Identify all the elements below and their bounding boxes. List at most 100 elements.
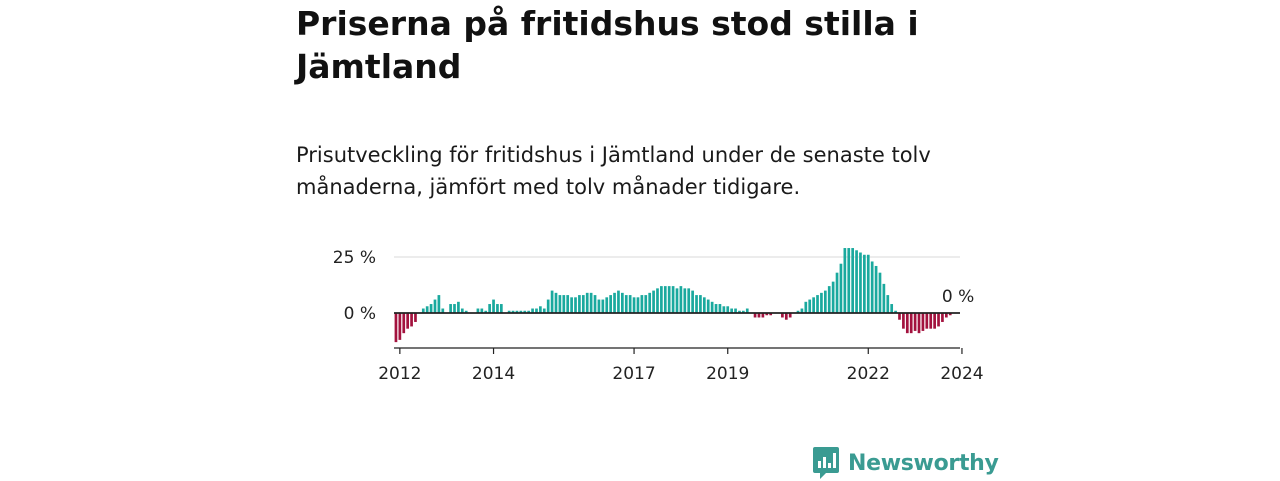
bar [738,310,741,313]
bar [578,295,581,313]
bar [558,295,562,313]
bar [722,306,726,313]
bar [640,295,644,313]
bar [917,313,921,334]
bar [531,308,534,313]
bar [570,297,573,313]
bar [687,288,691,313]
bar [788,313,792,318]
bar [925,313,929,329]
bar [905,313,909,334]
bar [870,261,874,313]
x-tick-label: 2019 [706,364,749,384]
last-value-label: 0 % [942,287,974,307]
bar [660,286,663,313]
bar [823,290,827,313]
newsworthy-logo-icon [813,447,839,479]
bar [406,313,410,329]
bar [542,308,546,313]
bar [515,310,519,313]
bar [581,295,585,313]
bar [476,308,480,313]
bar [652,290,655,313]
bar [702,297,706,313]
bar [781,313,784,318]
bar [636,297,640,313]
bar [480,308,484,313]
bar [453,304,456,313]
bar [488,304,491,313]
bar [519,310,523,313]
bar [804,301,808,313]
bar [855,250,858,313]
bar [863,254,866,313]
bar [742,310,745,313]
bar [656,288,659,313]
bar [695,295,698,313]
bar [464,310,468,313]
bar [663,286,667,313]
bar [874,265,878,313]
bar [597,299,601,313]
bar [562,295,566,313]
x-tick-label: 2012 [378,364,421,384]
bar [617,290,620,313]
bar [421,308,425,313]
bar [827,286,831,313]
bar [847,248,851,313]
bar [691,290,694,313]
bar [527,310,531,313]
bar [734,308,737,313]
bar [523,310,527,313]
axis-layer: 25 % 0 % 2012 2014 2017 2019 2022 2024 0 % [333,248,984,384]
bar [894,310,897,313]
bar [613,292,616,313]
bar [913,313,917,331]
bar [890,304,894,313]
bar [511,310,515,313]
bar [753,313,757,318]
bar [589,292,593,313]
bar-chart: 25 % 0 % 2012 2014 2017 2019 2022 2024 0 % [333,248,984,384]
bar [820,292,823,313]
bar [835,272,839,313]
bar [902,313,905,329]
bar [769,313,773,316]
bar [886,295,890,313]
x-tick-label: 2017 [612,364,655,384]
bar [605,297,609,313]
bar [441,308,445,313]
bar [394,313,398,343]
bar [909,313,913,334]
bar [866,254,870,313]
bar [624,295,628,313]
bar [941,313,944,322]
bar [621,292,624,313]
bar [765,313,769,316]
bar [398,313,402,340]
bar [816,295,819,313]
bar [535,308,538,313]
bar [831,281,835,313]
bar [714,304,718,313]
bar [457,301,460,313]
bar [546,299,550,313]
bar [632,297,636,313]
chart-title: Priserna på fritidshus stod stilla i Jäm… [296,4,919,86]
newsworthy-logo: Newsworthy [812,445,999,481]
bar [839,263,843,313]
y-tick-label: 0 % [344,304,376,324]
bar [898,313,901,320]
bar [671,286,675,313]
bar [429,304,433,313]
chart-card: Priserna på fritidshus stod stilla i Jäm… [296,0,999,480]
chart-subtitle: Prisutveckling för fritidshus i Jämtland… [296,143,931,199]
bar [539,306,542,313]
bar [433,299,437,313]
bar [425,306,429,313]
bar [937,313,940,327]
bar [496,304,499,313]
bar [882,283,886,313]
bar [644,295,648,313]
bar [948,313,952,316]
